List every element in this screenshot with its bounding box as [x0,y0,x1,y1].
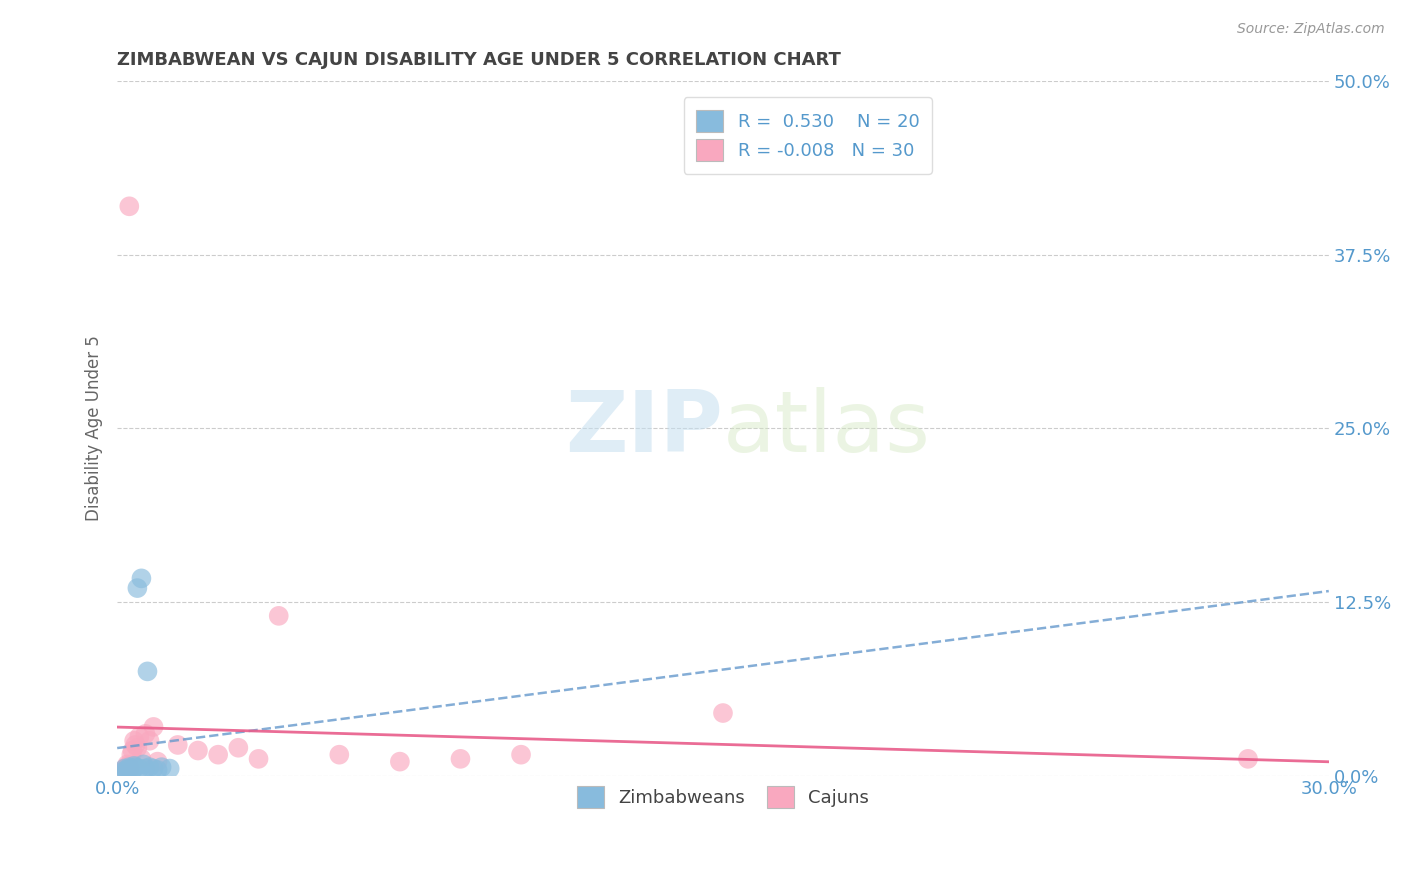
Point [112,764,135,779]
Point [136,665,159,679]
Point [118,762,141,776]
Point [120,763,142,777]
Point [114,762,136,776]
Point [166,738,188,752]
Point [122,733,145,747]
Point [159,762,181,776]
Point [187,743,209,757]
Point [121,743,143,757]
Point [146,763,169,777]
Point [120,762,142,776]
Point [128,762,150,776]
Point [118,199,141,213]
Point [132,757,155,772]
Point [267,608,290,623]
Point [138,733,160,747]
Legend: Zimbabweans, Cajuns: Zimbabweans, Cajuns [569,779,876,815]
Point [112,764,135,779]
Point [118,760,141,774]
Text: atlas: atlas [723,387,931,470]
Point [131,752,153,766]
Point [711,706,734,720]
Point [328,747,350,762]
Point [120,747,142,762]
Point [121,763,143,777]
Point [115,763,138,777]
Point [388,755,411,769]
Point [122,759,145,773]
Y-axis label: Disability Age Under 5: Disability Age Under 5 [86,335,103,521]
Point [142,720,165,734]
Text: ZIP: ZIP [565,387,723,470]
Point [128,730,150,744]
Point [134,727,156,741]
Point [117,757,139,772]
Text: Source: ZipAtlas.com: Source: ZipAtlas.com [1237,22,1385,37]
Point [142,762,165,776]
Point [150,760,173,774]
Point [228,740,250,755]
Point [207,747,229,762]
Point [131,571,153,585]
Text: ZIMBABWEAN VS CAJUN DISABILITY AGE UNDER 5 CORRELATION CHART: ZIMBABWEAN VS CAJUN DISABILITY AGE UNDER… [117,51,841,69]
Point [124,760,146,774]
Point [138,760,160,774]
Point [127,581,149,595]
Point [117,764,139,779]
Point [1237,752,1260,766]
Point [247,752,270,766]
Point [124,738,146,752]
Point [134,762,156,776]
Point [115,760,138,774]
Point [114,762,136,776]
Point [117,759,139,773]
Point [146,755,169,769]
Point [127,740,149,755]
Point [450,752,472,766]
Point [510,747,533,762]
